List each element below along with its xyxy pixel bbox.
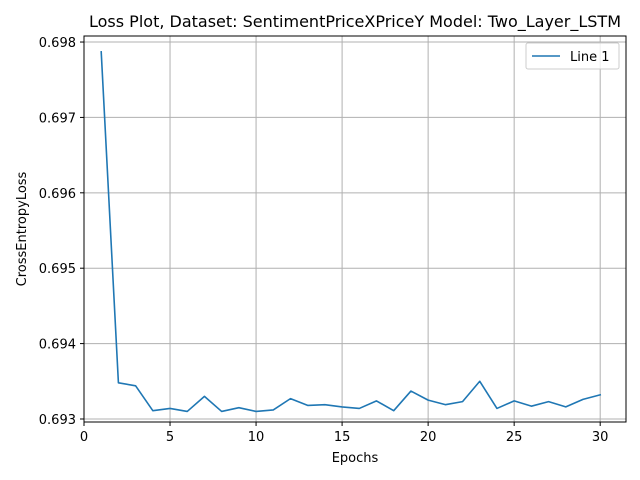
legend-label-line-1: Line 1 — [570, 50, 610, 65]
x-axis-label: Epochs — [332, 451, 379, 466]
y-tick-label: 0.697 — [39, 111, 76, 126]
x-tick-label: 25 — [506, 430, 523, 445]
x-tick-label: 30 — [592, 430, 609, 445]
x-tick-label: 0 — [80, 430, 88, 445]
x-tick-label: 5 — [166, 430, 174, 445]
y-tick-label: 0.696 — [39, 187, 76, 202]
x-tick-label: 20 — [420, 430, 437, 445]
y-tick-label: 0.695 — [39, 262, 76, 277]
y-axis-label: CrossEntropyLoss — [15, 171, 30, 286]
series-line-1 — [100, 50, 602, 413]
chart-title: Loss Plot, Dataset: SentimentPriceXPrice… — [89, 12, 621, 32]
y-tick-label: 0.698 — [39, 36, 76, 51]
y-tick-label: 0.693 — [39, 413, 76, 428]
x-tick-label: 10 — [248, 430, 265, 445]
axis-ticks: 0 5 10 15 20 25 30 0.693 0.694 0.695 0.696 0.697 0.6… — [39, 36, 609, 445]
y-tick-label: 0.694 — [39, 338, 76, 353]
series-layer — [100, 50, 602, 413]
grid-lines — [83, 36, 626, 422]
legend: Line 1 — [525, 42, 620, 70]
x-tick-label: 15 — [334, 430, 351, 445]
legend-box — [525, 42, 620, 70]
plot-area-frame — [83, 35, 627, 423]
